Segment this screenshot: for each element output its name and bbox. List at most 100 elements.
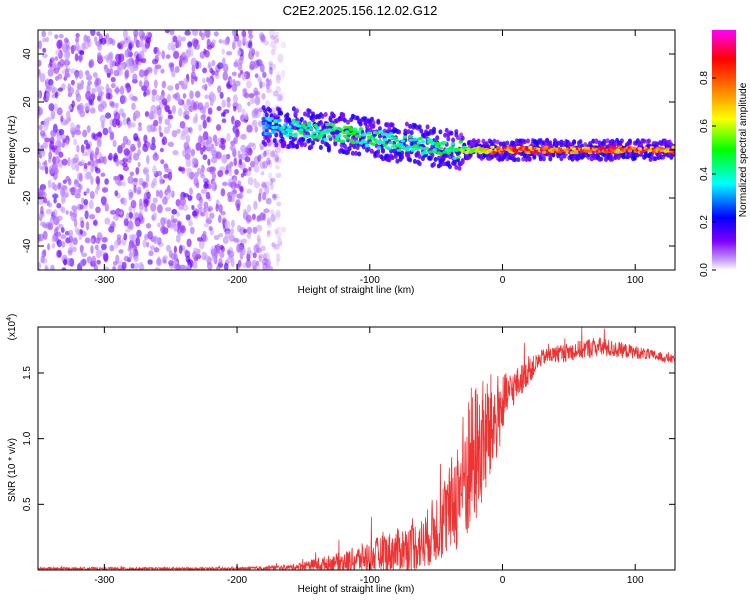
heatmap-cell (398, 142, 404, 146)
heatmap-cell (54, 56, 59, 61)
heatmap-cell (319, 134, 324, 138)
heatmap-cell (164, 118, 171, 126)
heatmap-cell (50, 129, 57, 138)
heatmap-cell (61, 206, 66, 214)
heatmap-cell (309, 144, 314, 150)
heatmap-cell (96, 138, 102, 148)
heatmap-cell (95, 206, 101, 214)
heatmap-cell (362, 140, 368, 144)
heatmap-cell (151, 94, 156, 103)
heatmap-cell (129, 171, 135, 177)
heatmap-cell (188, 171, 195, 180)
heatmap-cell (235, 199, 241, 209)
heatmap-cell (155, 94, 161, 101)
heatmap-cell (242, 88, 248, 94)
heatmap-cell (178, 244, 183, 254)
heatmap-cell (237, 62, 243, 71)
heatmap-cell (57, 249, 62, 258)
heatmap-cell (313, 123, 318, 128)
heatmap-cell (270, 150, 276, 158)
heatmap-cell (281, 125, 286, 130)
heatmap-cell (61, 195, 66, 204)
heatmap-cell (59, 59, 65, 67)
heatmap-cell (272, 45, 278, 51)
heatmap-cell (276, 157, 282, 163)
heatmap-cell (122, 117, 128, 126)
heatmap-cell (265, 258, 271, 268)
heatmap-cell (273, 155, 279, 164)
heatmap-cell (88, 98, 93, 106)
heatmap-cell (113, 214, 120, 221)
heatmap-cell (101, 187, 109, 193)
heatmap-cell (364, 143, 370, 148)
heatmap-cell (251, 109, 256, 119)
heatmap-cell (108, 152, 113, 161)
heatmap-cell (452, 159, 457, 165)
heatmap-cell (149, 110, 154, 116)
heatmap-cell (142, 238, 147, 248)
heatmap-cell (267, 132, 272, 136)
heatmap-cell (164, 30, 170, 34)
heatmap-cell (121, 112, 127, 119)
heatmap-cell (226, 133, 231, 142)
heatmap-cell (45, 92, 50, 101)
heatmap-cell (339, 128, 344, 132)
heatmap-cell (172, 150, 179, 156)
heatmap-cell (414, 147, 420, 151)
heatmap-cell (153, 119, 159, 127)
heatmap-cell (241, 72, 247, 81)
heatmap-cell (277, 237, 283, 247)
heatmap-cell (262, 192, 267, 201)
heatmap-cell (156, 170, 163, 177)
heatmap-cell (261, 117, 266, 121)
heatmap-cell (193, 177, 199, 187)
heatmap-cell (408, 138, 414, 142)
heatmap-cell (270, 35, 276, 40)
heatmap-cell (260, 34, 266, 43)
heatmap-cell (172, 218, 178, 223)
heatmap-cell (138, 122, 142, 127)
y-tick-label: 1.0 (22, 431, 33, 445)
heatmap-cell (233, 61, 238, 67)
heatmap-cell (161, 50, 166, 60)
heatmap-cell (116, 234, 122, 240)
heatmap-cell (270, 214, 276, 223)
heatmap-cell (72, 209, 78, 219)
heatmap-cell (209, 166, 215, 172)
heatmap-cell (118, 249, 124, 254)
heatmap-cell (280, 226, 287, 233)
heatmap-cell (171, 69, 176, 78)
heatmap-cell (619, 138, 624, 144)
heatmap-cell (263, 150, 267, 158)
heatmap-cell (162, 255, 168, 260)
heatmap-cell (570, 151, 575, 155)
heatmap-cell (275, 164, 280, 170)
heatmap-cell (139, 80, 143, 87)
heatmap-cell (335, 138, 340, 142)
heatmap-cell (202, 67, 208, 74)
heatmap-cell (112, 266, 116, 270)
heatmap-cell (221, 154, 228, 164)
heatmap-cell (269, 41, 276, 48)
x-tick-label: -200 (227, 575, 247, 586)
heatmap-cell (244, 147, 250, 158)
heatmap-cell (168, 250, 173, 258)
heatmap-cell (238, 159, 243, 165)
heatmap-cell (230, 140, 236, 146)
heatmap-cell (488, 148, 493, 152)
heatmap-cell (194, 113, 198, 123)
heatmap-cell (615, 148, 621, 152)
heatmap-cell (143, 192, 149, 200)
heatmap-cell (39, 73, 46, 83)
heatmap-cell (220, 188, 226, 197)
heatmap-cell (261, 181, 267, 188)
heatmap-cell (43, 197, 48, 204)
heatmap-cell (134, 217, 141, 227)
heatmap-cell (452, 156, 457, 160)
heatmap-cell (185, 134, 191, 143)
heatmap-cell (233, 105, 237, 112)
heatmap-cell (253, 200, 258, 210)
heatmap-cell (124, 49, 130, 58)
heatmap-cell (446, 136, 451, 142)
